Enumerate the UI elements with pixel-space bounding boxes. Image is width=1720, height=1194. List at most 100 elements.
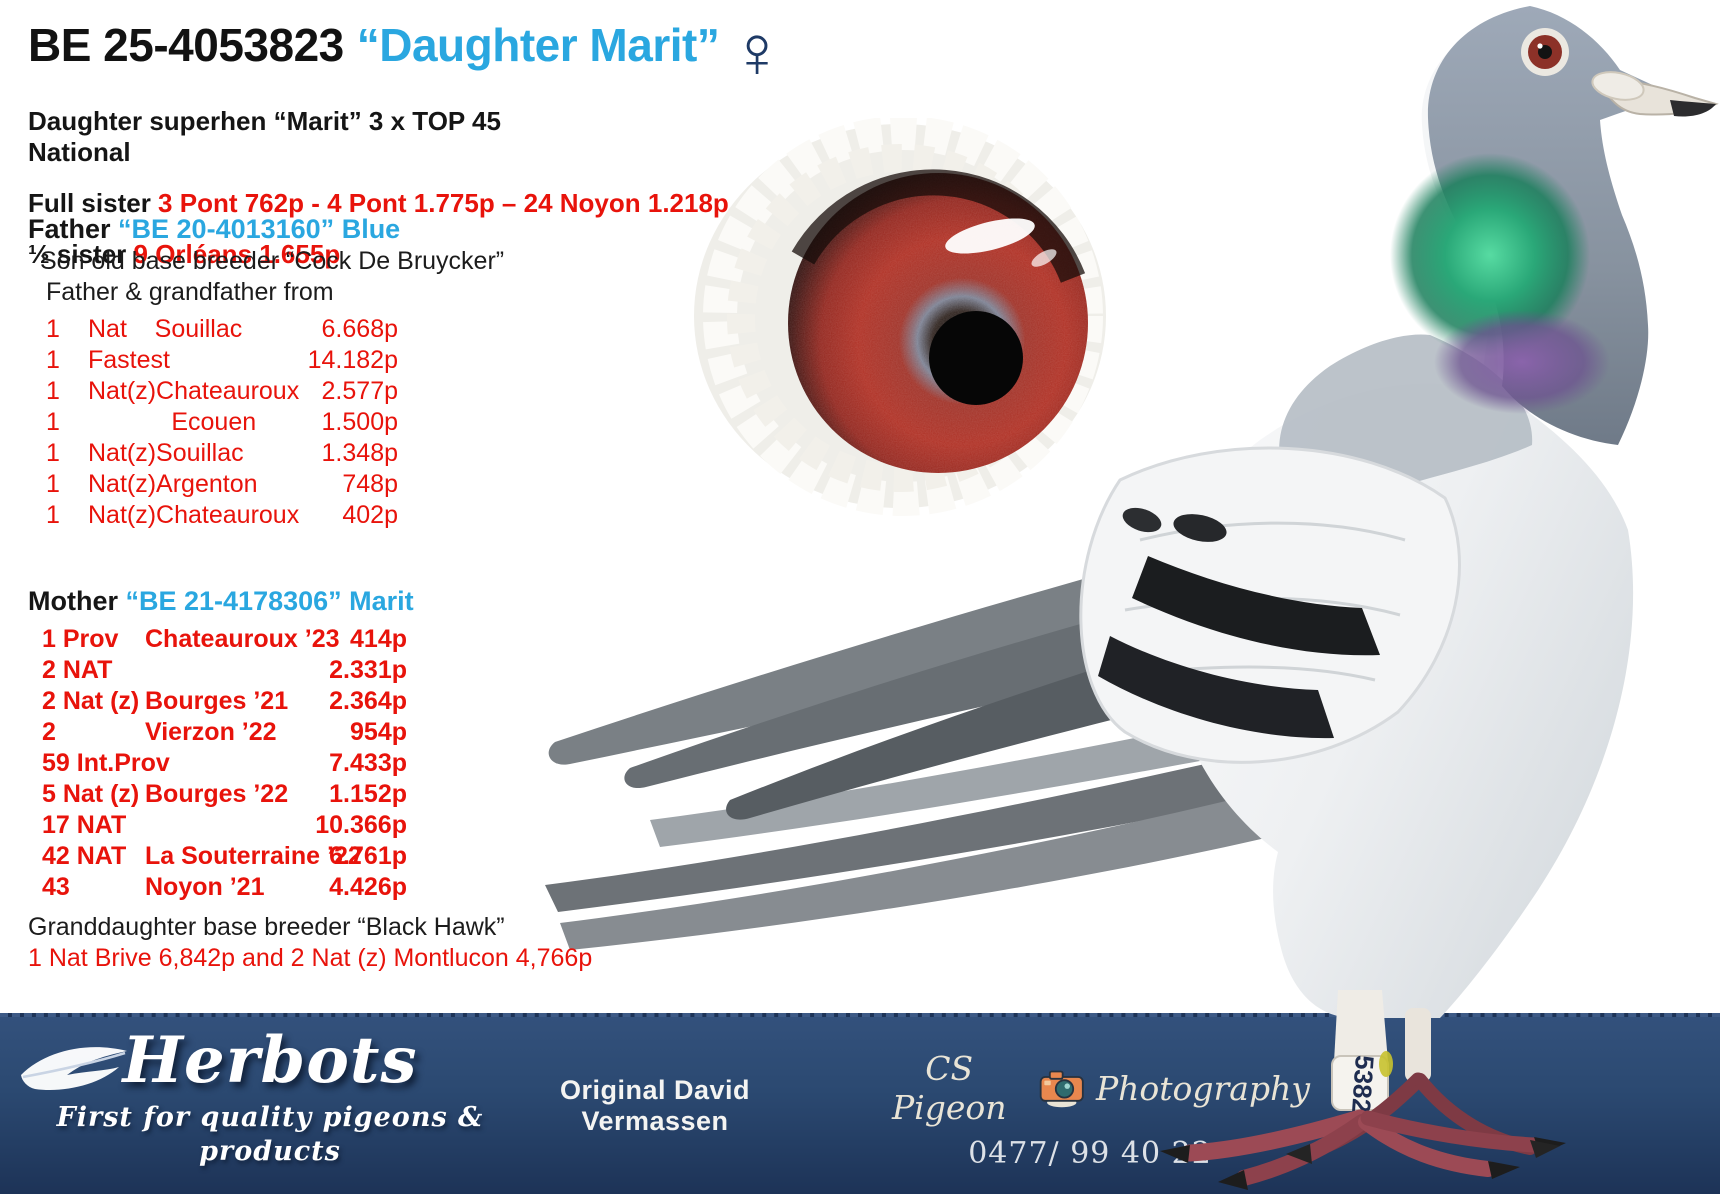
wing-shield — [1079, 446, 1461, 764]
pigeon-head — [1427, 6, 1672, 445]
mother-title: Mother “BE 21-4178306” Marit — [28, 584, 548, 618]
table-row: 5 Nat (z) Bourges ’22 1.152p — [42, 779, 548, 810]
table-row: 1 Fastest 14.182p — [46, 345, 548, 376]
mantle — [1279, 334, 1533, 522]
father-note-2: Father & grandfather from — [46, 278, 334, 306]
result-points: 6.668p — [321, 315, 398, 343]
father-title: Father “BE 20-4013160” Blue — [28, 212, 548, 246]
result-race: Bourges ’22 — [145, 780, 289, 808]
result-points: 4.426p — [329, 873, 407, 901]
result-race: Nat(z)Souillac — [88, 439, 244, 467]
ring-number: BE 25-4053823 — [28, 19, 344, 71]
table-row: 1 Ecouen 1.500p — [46, 407, 548, 438]
mother-note-2: 1 Nat Brive 6,842p and 2 Nat (z) Montluc… — [28, 944, 593, 972]
result-points: 414p — [350, 625, 407, 653]
result-place: 1 Prov — [42, 625, 119, 653]
result-place: 5 Nat (z) — [42, 780, 140, 808]
result-points: 6.761p — [329, 842, 407, 870]
female-symbol-icon: ♀ — [729, 10, 785, 93]
table-row: 59 Int.Prov 7.433p — [42, 748, 548, 779]
table-row: 1 Nat Souillac 6.668p — [46, 314, 548, 345]
pigeon-eye-photo — [694, 118, 1106, 516]
result-place: 1 — [46, 408, 60, 436]
table-row: 1 Nat(z)Chateauroux 2.577p — [46, 376, 548, 407]
neck-iridescence — [1390, 153, 1590, 357]
result-race: Ecouen — [88, 408, 257, 436]
photography-phone: 0477/ 99 40 22 — [968, 1136, 1212, 1171]
result-points: 748p — [342, 470, 398, 498]
photography-name-left: CS Pigeon — [891, 1049, 1007, 1127]
mother-results-table: 1 Prov Chateauroux ’23 414p 2 NAT 2.331p 2 … — [28, 624, 548, 903]
result-place: 59 Int.Prov — [42, 749, 170, 777]
full-sister-label: Full sister — [28, 188, 159, 218]
result-race: Nat(z)Chateauroux — [88, 377, 300, 405]
pigeon-eye — [1521, 28, 1569, 76]
result-race — [145, 655, 307, 686]
half-sister-results: 9 Orléans 1.655p — [133, 239, 341, 269]
result-race: Nat(z)Argenton — [88, 470, 258, 498]
mother-label: Mother — [28, 586, 126, 616]
wing-bar — [1098, 636, 1334, 739]
half-sister-line: ½ sister 9 Orléans 1.655p — [28, 238, 548, 270]
result-points: 10.366p — [315, 811, 407, 839]
result-points: 402p — [342, 501, 398, 529]
pigeon-nickname: “Daughter Marit” — [356, 19, 720, 71]
photography-name-right: Photography — [1095, 1068, 1310, 1108]
result-place: 42 NAT — [42, 842, 127, 870]
table-row: 17 NAT 10.366p — [42, 810, 548, 841]
photography-logo: CS Pigeon Photography 0477/ 99 40 22 — [870, 1049, 1310, 1171]
result-place: 1 — [46, 377, 60, 405]
result-race — [145, 748, 307, 779]
result-place: 2 — [42, 718, 56, 746]
result-points: 1.500p — [321, 408, 398, 436]
eye-pupil — [929, 311, 1023, 405]
result-race — [145, 810, 307, 841]
result-points: 2.577p — [321, 377, 398, 405]
result-race: Fastest — [88, 346, 170, 374]
result-race: Noyon ’21 — [145, 873, 265, 901]
eye-cere-ring — [694, 124, 1106, 508]
mother-ring: “BE 21-4178306” — [125, 586, 342, 616]
wing-primaries — [548, 500, 1400, 765]
father-label: Father — [28, 214, 119, 244]
table-row: 1 Prov Chateauroux ’23 414p — [42, 624, 548, 655]
result-place: 1 — [46, 501, 60, 529]
table-row: 1 Nat(z)Souillac 1.348p — [46, 438, 548, 469]
result-place: 17 NAT — [42, 811, 127, 839]
cere — [1591, 71, 1645, 101]
father-results-table: 1 Nat Souillac 6.668p 1 Fastest 14.182p 1 Nat… — [28, 314, 548, 531]
father-name: Blue — [334, 214, 401, 244]
pigeon-body — [1166, 10, 1634, 1018]
result-place: 1 — [46, 315, 60, 343]
result-place: 1 — [46, 346, 60, 374]
beak — [1598, 76, 1719, 116]
result-place: 2 Nat (z) — [42, 687, 140, 715]
half-sister-label: ½ sister — [28, 239, 134, 269]
table-row: 43 Noyon ’21 4.426p — [42, 872, 548, 903]
table-row: 2 Vierzon ’22 954p — [42, 717, 548, 748]
result-points: 7.433p — [329, 749, 407, 777]
result-race: La Souterraine ’22 — [145, 842, 362, 870]
header-block: BE 25-4053823 “Daughter Marit” ♀ Daughte… — [28, 15, 785, 270]
result-points: 1.348p — [321, 439, 398, 467]
mother-note-1: Granddaughter base breeder “Black Hawk” — [28, 913, 505, 941]
father-ring: “BE 20-4013160” — [118, 214, 335, 244]
result-race: Nat Souillac — [88, 315, 243, 343]
father-note-1: Son old base breeder “Cock De Bruycker” — [40, 247, 505, 275]
result-place: 1 — [46, 439, 60, 467]
result-race: Vierzon ’22 — [145, 718, 277, 746]
eye-iris — [788, 173, 1088, 473]
photo-credit: Original David Vermassen — [559, 1075, 751, 1136]
table-row: 42 NAT La Souterraine ’22 6.761p — [42, 841, 548, 872]
result-place: 2 NAT — [42, 656, 113, 684]
table-row: 1 Nat(z)Argenton 748p — [46, 469, 548, 500]
brand-tagline: First for quality pigeons & products — [56, 1102, 484, 1167]
full-sister-results: 3 Pont 762p - 4 Pont 1.775p – 24 Noyon 1… — [158, 188, 729, 218]
herbots-logo: Herbots First for quality pigeons & prod… — [20, 1025, 505, 1169]
mother-name: Marit — [341, 586, 414, 616]
tail-feather — [650, 705, 1315, 847]
result-place: 43 — [42, 873, 70, 901]
result-race: Bourges ’21 — [145, 687, 289, 715]
result-race: Chateauroux ’23 — [145, 625, 340, 653]
